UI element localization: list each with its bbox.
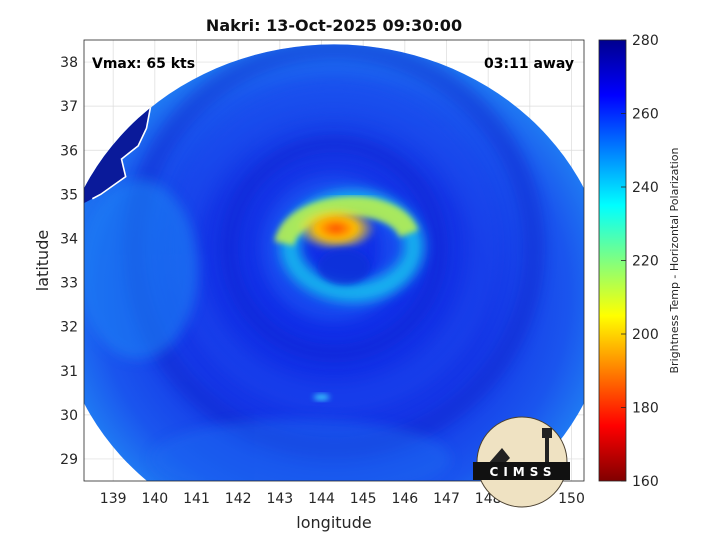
x-tick-label: 139 [100, 491, 127, 507]
southern-cloud-region [150, 418, 451, 481]
storm-structure [84, 44, 545, 481]
western-cloud-region [84, 179, 199, 360]
x-axis-label: longitude [296, 513, 371, 532]
eyewall-ring [274, 190, 424, 303]
logo-band [473, 462, 570, 480]
colorbar-tick-label: 260 [632, 107, 659, 123]
x-tick-label: 150 [558, 491, 585, 507]
colorbar-tick-label: 240 [632, 180, 659, 196]
y-axis-ticks: 29 30 31 32 33 34 35 36 37 38 [60, 55, 78, 468]
y-tick-label: 31 [60, 364, 78, 380]
y-axis-label: latitude [33, 230, 52, 291]
colorbar: 160 180 200 220 240 260 280 Brightness Temp - … [598, 33, 681, 490]
colorbar-tick-label: 280 [632, 33, 659, 49]
small-cell [313, 394, 330, 401]
chart-title: Nakri: 13-Oct-2025 09:30:00 [206, 16, 462, 35]
logo-tower-mast [545, 438, 549, 462]
colorbar-ticks: 160 180 200 220 240 260 280 [621, 33, 659, 490]
y-tick-label: 34 [60, 231, 78, 247]
y-tick-label: 36 [60, 143, 78, 159]
x-tick-label: 143 [266, 491, 293, 507]
y-tick-label: 35 [60, 187, 78, 203]
colorbar-tick-label: 180 [632, 401, 659, 417]
colorbar-tick-label: 200 [632, 327, 659, 343]
x-tick-label: 144 [308, 491, 335, 507]
y-tick-label: 30 [60, 408, 78, 424]
x-tick-label: 141 [183, 491, 210, 507]
plot-area: 139140141142143144145146147148149150 293… [60, 39, 585, 507]
cloud-band [261, 175, 407, 322]
y-tick-label: 32 [60, 320, 78, 336]
y-tick-label: 33 [60, 276, 78, 292]
vmax-annotation: Vmax: 65 kts [92, 56, 195, 72]
cloud-band [220, 134, 448, 363]
time-away-annotation: 03:11 away [484, 56, 574, 72]
logo-tower-top [542, 428, 552, 438]
y-tick-label: 38 [60, 55, 78, 71]
colorbar-tick-label: 160 [632, 474, 659, 490]
swath-layer [84, 44, 584, 481]
x-tick-label: 140 [141, 491, 168, 507]
x-tick-label: 146 [391, 491, 418, 507]
logo-text: CIMSS [490, 465, 557, 479]
colorbar-tick-label: 220 [632, 254, 659, 270]
warm-arc [274, 196, 419, 247]
x-tick-label: 145 [350, 491, 377, 507]
x-tick-label: 147 [433, 491, 460, 507]
y-tick-label: 37 [60, 99, 78, 115]
eye [318, 248, 370, 285]
plot-frame [83, 39, 585, 482]
warm-core [296, 206, 376, 251]
cimss-logo: CIMSS [473, 416, 570, 508]
y-tick-label: 29 [60, 452, 78, 468]
x-tick-label: 142 [225, 491, 252, 507]
cloud-bands [84, 44, 545, 481]
colorbar-label: Brightness Temp - Horizontal Polarizatio… [668, 147, 681, 373]
